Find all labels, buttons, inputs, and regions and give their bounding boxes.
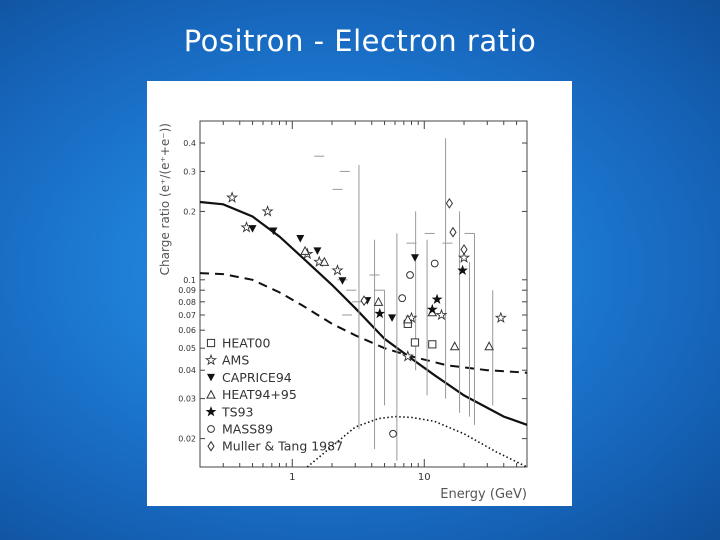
slide-title: Positron - Electron ratio — [183, 24, 537, 58]
data-point — [296, 234, 305, 243]
data-point — [360, 295, 368, 307]
chart-figure: 1 10 0.4 0.3 0.2 0.1 0.09 0.08 0.07 0.06 0.05 0.04 0… — [147, 81, 572, 506]
legend: HEAT00 AMS CAPRICE94 HEAT94+95 TS93 MASS89 Mul… — [204, 336, 343, 454]
data-point — [331, 263, 344, 276]
legend-item: Muller & Tang 1987 — [207, 439, 343, 454]
series-heat94-95 — [300, 245, 494, 351]
data-point — [449, 341, 460, 351]
y-tick-label: 0.03 — [178, 395, 196, 404]
y-tick-label: 0.07 — [178, 311, 196, 320]
legend-marker — [207, 425, 215, 433]
legend-label: HEAT94+95 — [222, 387, 297, 402]
legend-item: MASS89 — [207, 422, 273, 437]
data-point — [435, 308, 448, 321]
data-point — [401, 350, 414, 362]
x-tick-label: 1 — [289, 472, 295, 483]
y-tick-label: 0.04 — [178, 366, 196, 375]
data-point — [319, 256, 330, 266]
y-tick-label: 0.05 — [178, 344, 196, 353]
plot-area — [200, 138, 527, 467]
data-point — [431, 293, 443, 304]
data-point — [373, 296, 384, 306]
x-axis-label: Energy (GeV) — [440, 487, 527, 502]
plot-frame — [199, 120, 528, 468]
data-point — [410, 254, 419, 262]
legend-item: HEAT00 — [206, 336, 270, 351]
data-point — [445, 197, 454, 209]
data-point — [388, 314, 397, 322]
data-point — [261, 204, 274, 217]
data-point — [300, 245, 310, 255]
data-point — [494, 311, 507, 323]
data-point — [389, 429, 397, 438]
data-point — [428, 340, 437, 349]
data-point — [457, 264, 468, 275]
data-point — [410, 338, 420, 347]
data-point — [338, 277, 347, 285]
data-point — [374, 307, 386, 319]
y-tick-label: 0.2 — [183, 207, 196, 216]
y-tick-label: 0.08 — [178, 298, 196, 307]
positron-ratio-chart: 1 10 0.4 0.3 0.2 0.10.09 0.08 0.07 0.06 0.05 0.04 0… — [158, 120, 528, 502]
legend-label: MASS89 — [222, 422, 273, 437]
data-point — [457, 251, 471, 263]
data-point — [449, 226, 457, 238]
legend-marker — [206, 338, 216, 348]
x-tick-label: 10 — [418, 472, 431, 483]
legend-label: HEAT00 — [222, 336, 270, 351]
legend-marker — [207, 440, 215, 452]
legend-item: HEAT94+95 — [206, 387, 297, 402]
legend-item: AMS — [204, 353, 249, 368]
y-tick-label: 0.3 — [183, 167, 196, 176]
data-point — [402, 314, 413, 324]
legend-marker — [207, 373, 215, 382]
data-point — [460, 244, 468, 255]
data-point — [225, 191, 239, 203]
series-muller-tang-1987 — [360, 197, 468, 307]
series-caprice94 — [248, 225, 419, 322]
data-point — [406, 271, 414, 279]
curve-dashed — [200, 272, 527, 374]
data-point — [426, 303, 438, 315]
data-point — [430, 259, 439, 268]
series-ts93 — [374, 264, 468, 319]
data-point — [248, 225, 257, 233]
data-point — [398, 294, 407, 303]
data-point — [484, 341, 494, 351]
legend-label: AMS — [222, 353, 249, 368]
curve-dotted — [306, 415, 527, 467]
curve-solid — [200, 200, 527, 426]
legend-marker — [206, 389, 216, 399]
series-heat00 — [403, 319, 437, 349]
legend-label: CAPRICE94 — [222, 370, 292, 385]
legend-item: CAPRICE94 — [207, 370, 292, 385]
legend-label: TS93 — [221, 404, 253, 419]
y-tick-label: 0.09 — [178, 286, 196, 295]
data-point — [313, 247, 322, 255]
y-tick-label: 0.02 — [178, 435, 196, 444]
legend-marker — [205, 406, 217, 417]
data-point — [269, 227, 278, 235]
y-axis-label: Charge ratio (e⁺/(e⁺+e⁻)) — [158, 123, 172, 275]
legend-item: TS93 — [205, 404, 253, 419]
legend-marker — [204, 353, 218, 366]
y-tick-label: 0.06 — [178, 326, 196, 335]
legend-label: Muller & Tang 1987 — [222, 439, 343, 454]
series-mass89 — [389, 259, 439, 438]
y-tick-label: 0.1 — [183, 276, 196, 285]
y-tick-label: 0.4 — [183, 139, 196, 148]
